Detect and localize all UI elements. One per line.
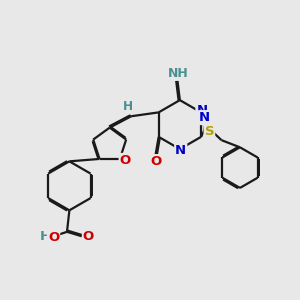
Text: H: H [122, 100, 133, 113]
Text: NH: NH [168, 67, 189, 80]
Text: N: N [196, 104, 208, 117]
Text: O: O [150, 155, 161, 168]
Text: N: N [199, 111, 210, 124]
Text: S: S [205, 125, 214, 138]
Text: H: H [40, 230, 51, 243]
Text: O: O [83, 230, 94, 243]
Text: N: N [175, 144, 186, 157]
Text: O: O [48, 231, 59, 244]
Text: O: O [120, 154, 131, 167]
